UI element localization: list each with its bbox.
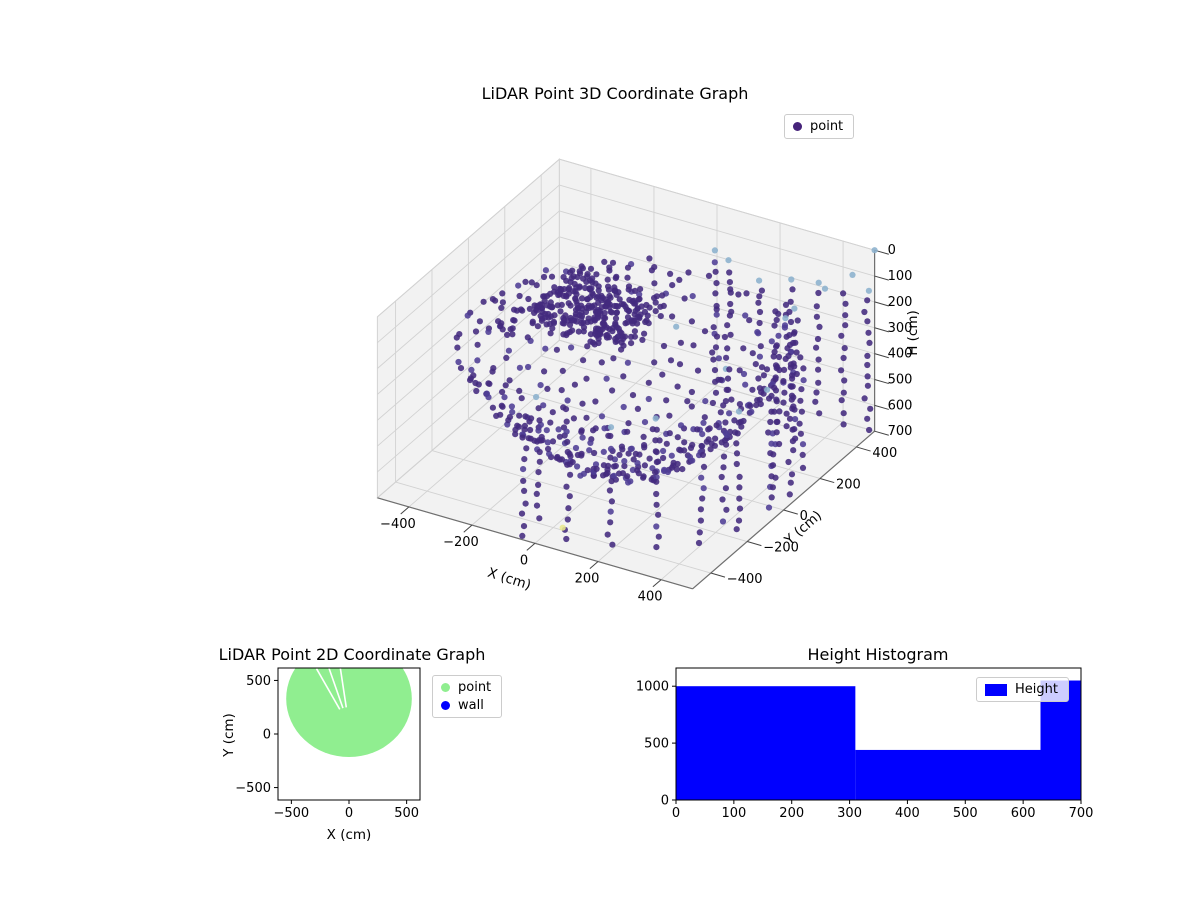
legend-entry-height: Height	[985, 682, 1058, 697]
svg-text:0: 0	[661, 794, 669, 809]
svg-text:400: 400	[638, 590, 663, 605]
svg-text:−500: −500	[274, 806, 310, 821]
hist-frame	[675, 667, 1082, 801]
point-legend-marker	[793, 122, 802, 131]
point-legend-label: point	[458, 680, 492, 695]
plot3d-title: LiDAR Point 3D Coordinate Graph	[482, 84, 749, 103]
svg-text:−200: −200	[763, 541, 799, 556]
point-blob	[286, 668, 412, 758]
plot2d-axes: −500 0 500 500 0 −500	[235, 667, 421, 821]
svg-text:600: 600	[888, 398, 913, 413]
svg-text:0: 0	[345, 806, 353, 821]
svg-text:−400: −400	[380, 517, 416, 532]
svg-text:−200: −200	[443, 535, 479, 550]
svg-text:600: 600	[1011, 806, 1036, 821]
plot2d-title: LiDAR Point 2D Coordinate Graph	[219, 645, 486, 664]
point-cloud-3d	[453, 247, 878, 551]
point-legend-marker	[441, 683, 450, 692]
svg-text:0: 0	[263, 728, 271, 743]
plot3d-xlabel: X (cm)	[486, 565, 533, 594]
height-legend-label: Height	[1015, 682, 1058, 697]
height-legend-marker	[985, 683, 1007, 696]
svg-text:100: 100	[888, 269, 913, 284]
svg-text:500: 500	[394, 806, 419, 821]
wall-legend-label: wall	[458, 698, 484, 713]
plot3d-legend: point	[784, 114, 855, 139]
plot3d-axes: −400 −200 0 200 400 −400 −200 0 200 400 0 100 200 300…	[376, 158, 912, 605]
svg-text:−400: −400	[727, 572, 763, 587]
plot2d-ylabel: Y (cm)	[221, 713, 237, 758]
legend-entry-wall: wall	[441, 698, 491, 713]
svg-text:500: 500	[888, 372, 913, 387]
ticks3d: −400 −200 0 200 400 −400 −200 0 200 400 0 100 200 300…	[380, 243, 912, 605]
plot3d-hlabel: H (cm)	[905, 310, 921, 356]
svg-text:700: 700	[888, 424, 913, 439]
svg-text:400: 400	[888, 347, 913, 362]
svg-text:200: 200	[575, 572, 600, 587]
histogram-axes: 0 100 200 300 400 500 600 700 0 500 1000	[636, 667, 1094, 821]
legend-entry-point: point	[441, 680, 491, 695]
histogram-title: Height Histogram	[808, 645, 949, 664]
svg-text:100: 100	[721, 806, 746, 821]
svg-text:500: 500	[644, 737, 669, 752]
svg-text:0: 0	[888, 243, 896, 258]
plot2d-legend: point wall	[432, 675, 503, 718]
histogram-bars	[676, 680, 1081, 800]
svg-text:400: 400	[872, 446, 897, 461]
svg-text:700: 700	[1069, 806, 1094, 821]
svg-text:300: 300	[837, 806, 862, 821]
svg-text:200: 200	[888, 295, 913, 310]
svg-text:1000: 1000	[636, 680, 669, 695]
legend-entry-point: point	[793, 119, 843, 134]
plot2d-xlabel: X (cm)	[327, 827, 372, 843]
histogram-legend: Height	[976, 677, 1069, 702]
svg-text:500: 500	[246, 674, 271, 689]
svg-text:200: 200	[836, 477, 861, 492]
svg-text:200: 200	[779, 806, 804, 821]
svg-text:400: 400	[895, 806, 920, 821]
svg-text:0: 0	[520, 553, 528, 568]
svg-text:500: 500	[953, 806, 978, 821]
svg-text:300: 300	[888, 321, 913, 336]
point-legend-label: point	[810, 119, 844, 134]
wall-legend-marker	[441, 701, 450, 710]
svg-text:0: 0	[800, 509, 808, 524]
svg-text:−500: −500	[235, 781, 271, 796]
svg-text:0: 0	[672, 806, 680, 821]
